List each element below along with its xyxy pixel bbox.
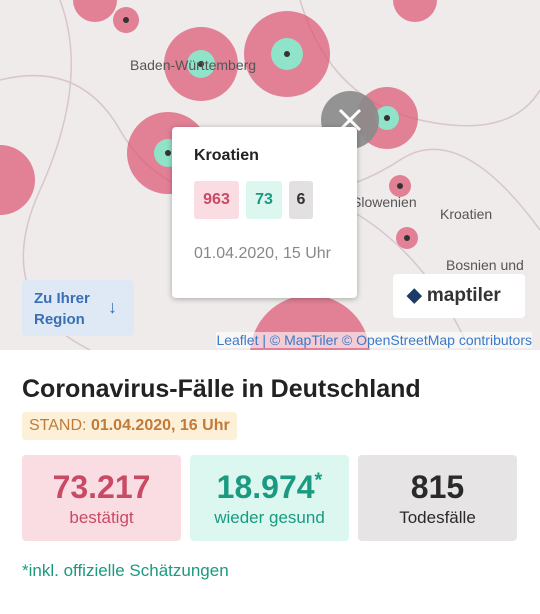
stand-label: STAND: (29, 417, 87, 434)
stat-box: 815 Todesfälle (358, 455, 517, 541)
popup-date: 01.04.2020, 15 Uhr (194, 245, 331, 262)
region-button[interactable]: Zu Ihrer Region ↓ (22, 280, 134, 336)
stat-value: 73.217 (52, 469, 151, 505)
popup: Kroatien 963 73 6 01.04.2020, 15 Uhr (172, 127, 357, 298)
maptiler-logo[interactable]: ◆ maptiler (393, 274, 525, 318)
popup-confirmed: 963 (194, 181, 239, 219)
map[interactable]: Baden-Württemberg Slowenien Kroatien Bos… (0, 0, 540, 350)
stat-mark: * (314, 469, 323, 492)
stat-label: Todesfälle (399, 508, 476, 527)
logo-text: maptiler (426, 285, 501, 306)
map-label: Kroatien (440, 206, 493, 222)
panel-title: Coronavirus-Fälle in Deutschland (22, 375, 421, 403)
popup-recovered: 73 (246, 181, 282, 219)
stat-box: 73.217 bestätigt (22, 455, 181, 541)
stat-value: 18.974 (216, 469, 315, 505)
attribution[interactable]: Leaflet | © MapTiler © OpenStreetMap con… (216, 332, 532, 348)
stat-value: 815 (410, 469, 465, 505)
stat-box: 18.974* wieder gesund (190, 455, 349, 541)
map-label: Bosnien und (446, 257, 524, 273)
map-label: Baden-Württemberg (130, 57, 257, 73)
map-label: Slowenien (352, 194, 417, 210)
footnote: *inkl. offizielle Schätzungen (22, 561, 229, 580)
popup-title: Kroatien (194, 147, 259, 164)
stand-badge: STAND: 01.04.2020, 16 Uhr (22, 412, 237, 440)
arrow-icon: ↓ (108, 297, 117, 317)
stat-label: bestätigt (69, 508, 134, 527)
region-button-text: Zu Ihrer Region (34, 290, 90, 328)
stand-value: 01.04.2020, 16 Uhr (90, 417, 230, 434)
popup-deaths: 6 (289, 181, 313, 219)
stat-label: wieder gesund (214, 508, 325, 527)
